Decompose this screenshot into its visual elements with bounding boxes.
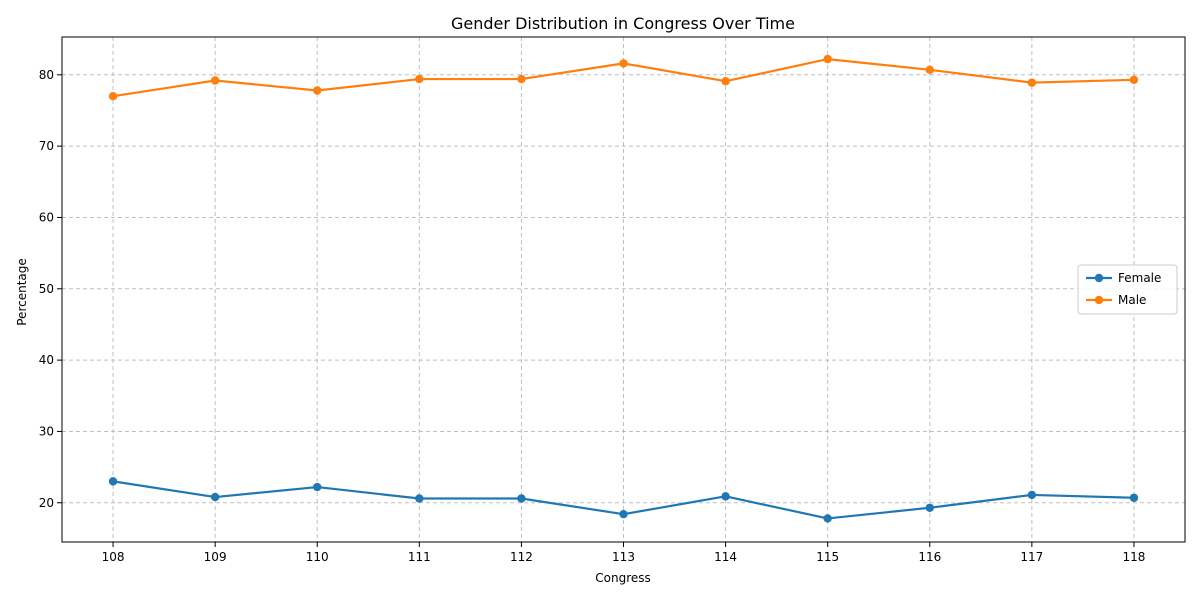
female-data-point [925, 503, 934, 512]
x-tick-label: 115 [816, 550, 839, 564]
female-data-point [1027, 490, 1037, 500]
legend: Female Male [1077, 264, 1178, 315]
x-tick-label: 114 [714, 550, 737, 564]
female-data-point [108, 477, 118, 486]
series-lines [108, 54, 1139, 523]
male-legend-label: Male [1118, 293, 1146, 307]
female-data-point [619, 509, 628, 519]
x-axis-label: Congress [595, 571, 651, 585]
x-tick-label: 110 [306, 550, 329, 564]
x-tick-label: 109 [204, 550, 227, 564]
female-data-point [823, 514, 832, 523]
male-data-point [517, 74, 526, 84]
female-data-point [1129, 493, 1139, 502]
female-data-point [721, 492, 730, 501]
x-axis-ticks: 108 109 110 111 112 113 114 115 116 117 118 [102, 542, 1146, 564]
x-tick-label: 113 [612, 550, 635, 564]
y-tick-label: 20 [39, 496, 54, 510]
male-data-point [619, 59, 628, 68]
female-data-point [313, 482, 322, 492]
male-data-point [1027, 78, 1037, 87]
female-data-point [210, 492, 220, 502]
y-tick-label: 50 [39, 282, 54, 296]
y-tick-label: 60 [39, 210, 54, 224]
male-data-point [415, 74, 424, 84]
y-tick-label: 40 [39, 353, 54, 367]
y-axis-label: Percentage [15, 258, 29, 326]
female-legend-marker [1094, 273, 1104, 283]
male-data-point [210, 76, 220, 85]
y-tick-label: 30 [39, 424, 54, 438]
female-data-point [517, 494, 526, 503]
male-data-point [925, 65, 934, 75]
y-axis-ticks: 20 30 40 50 60 70 80 [39, 68, 62, 510]
male-data-point [823, 54, 832, 64]
y-tick-label: 80 [39, 68, 54, 82]
x-tick-label: 118 [1123, 550, 1146, 564]
male-data-point [108, 92, 118, 101]
chart-title: Gender Distribution in Congress Over Tim… [451, 14, 795, 33]
x-tick-label: 116 [918, 550, 941, 564]
male-data-point [1129, 75, 1139, 84]
x-tick-label: 111 [408, 550, 431, 564]
x-tick-label: 108 [102, 550, 125, 564]
x-tick-label: 117 [1020, 550, 1043, 564]
male-legend-marker [1094, 295, 1104, 305]
female-legend-label: Female [1118, 271, 1161, 285]
female-data-point [415, 494, 424, 503]
y-tick-label: 70 [39, 139, 54, 153]
grid [62, 37, 1185, 542]
male-data-point [721, 77, 730, 86]
x-tick-label: 112 [510, 550, 533, 564]
male-data-point [313, 86, 322, 95]
